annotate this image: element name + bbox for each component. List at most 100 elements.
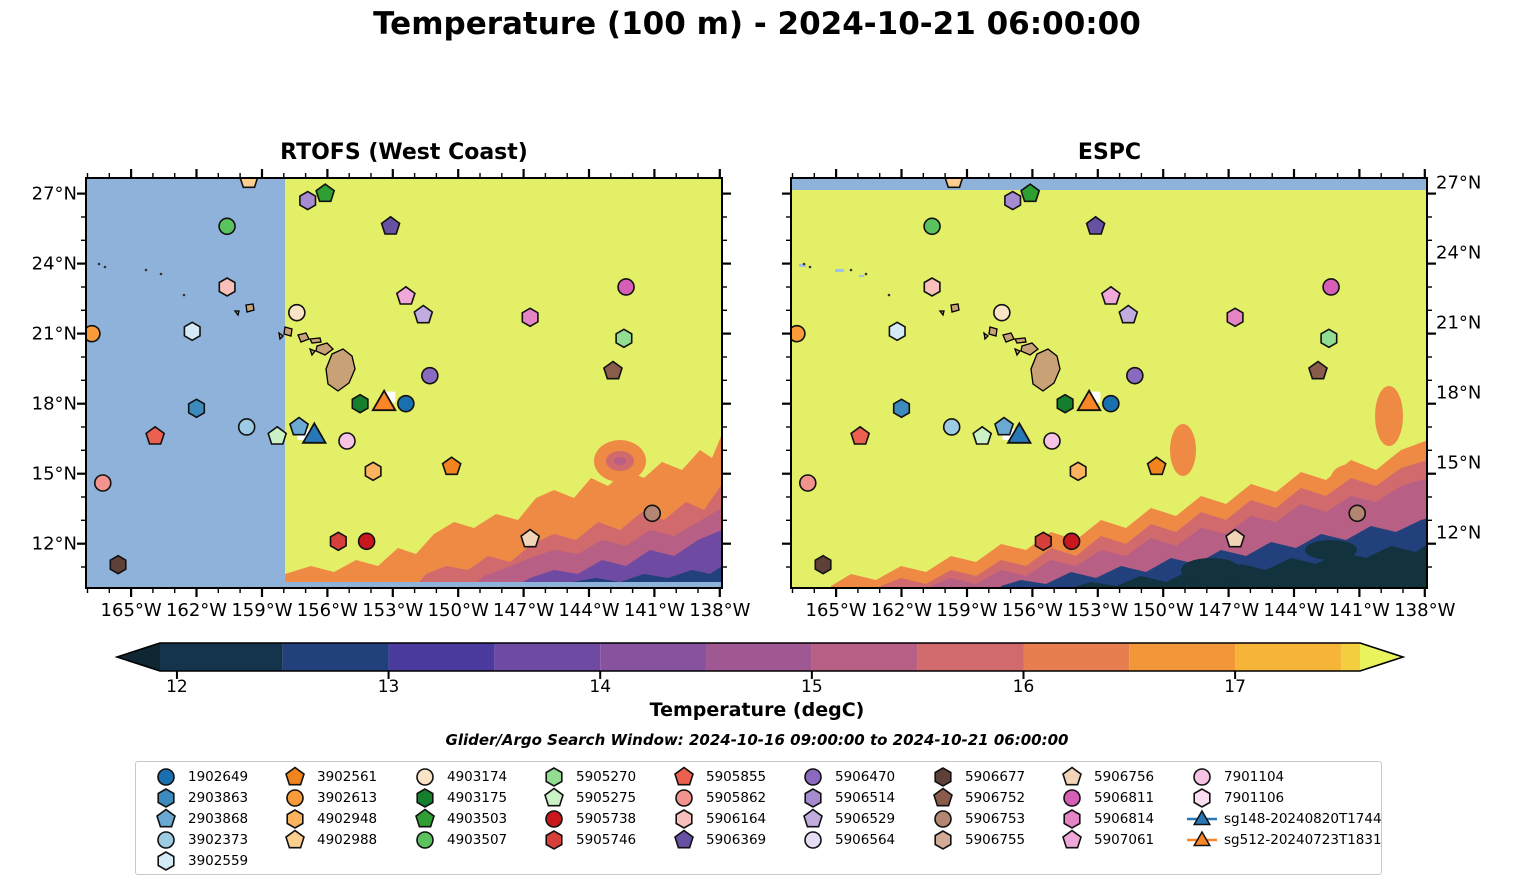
lat-tick-right-18: 18°N <box>1436 382 1482 404</box>
colorbar-segment <box>494 643 601 671</box>
colorbar-tick-15: 15 <box>801 677 823 697</box>
legend-entry-label: 5905862 <box>706 790 767 806</box>
float-marker-3902559 <box>888 321 906 342</box>
legend-entry-sg512-20240723T1831: sg512-20240723T1831 <box>1186 830 1382 850</box>
lon-tick-espc-141: 141°W <box>1328 600 1390 621</box>
float-marker-5906677 <box>814 554 832 575</box>
lon-tick-rtofs-159: 159°W <box>231 600 293 621</box>
hexagon-marker-icon <box>157 788 175 808</box>
lat-tick-right-15: 15°N <box>1436 452 1482 474</box>
colorbar-segment <box>1340 643 1360 671</box>
float-marker-5905270 <box>615 328 633 349</box>
legend-entry-5906369: 5906369 <box>668 829 766 850</box>
lon-tick-espc-156: 156°W <box>1001 600 1063 621</box>
float-markers-espc <box>791 178 1367 575</box>
float-marker-sg512-20240723T1831 <box>371 388 397 412</box>
float-marker-5907061 <box>1100 285 1121 305</box>
colorbar-segment <box>282 643 389 671</box>
float-marker-sg148-20240820T1744 <box>1006 421 1033 444</box>
map-field-espc <box>791 178 1427 588</box>
map-panel-rtofs <box>77 169 731 597</box>
float-marker-5905746 <box>1034 531 1052 552</box>
lon-tick-espc-153: 153°W <box>1067 600 1129 621</box>
float-marker-5906756 <box>1225 528 1246 548</box>
legend-entry-5905855: 5905855 <box>668 766 766 787</box>
rtofs-south-nodata-strip <box>86 582 722 588</box>
legend-entry-5905275: 5905275 <box>538 787 637 808</box>
lon-tick-rtofs-162: 162°W <box>165 600 228 621</box>
colorbar <box>114 642 1406 679</box>
float-marker-3902561 <box>441 456 462 476</box>
float-marker-4903174 <box>993 303 1011 322</box>
circle-marker-icon <box>1063 789 1081 807</box>
hexagon-marker-icon <box>1193 788 1211 808</box>
lat-tick-left-24: 24°N <box>31 253 77 275</box>
legend-entry-label: 5906755 <box>965 832 1026 848</box>
legend-entry-4903174: 4903174 <box>409 767 507 787</box>
float-marker-5906753 <box>643 504 662 523</box>
float-marker-5905275 <box>267 425 288 445</box>
pentagon-marker-icon <box>803 808 823 828</box>
legend-entry-label: 3902561 <box>317 769 378 785</box>
float-marker-5906756 <box>520 528 541 548</box>
circle-marker-icon <box>804 768 822 786</box>
espc-north-nodata-strip <box>791 178 1427 190</box>
colorbar-segment <box>1235 643 1341 671</box>
colorbar-segment <box>388 643 495 671</box>
legend-entry-label: 5905275 <box>576 790 637 806</box>
float-marker-5906811 <box>1322 278 1340 296</box>
pentagon-marker-icon <box>285 766 305 786</box>
hexagon-marker-icon <box>1063 809 1081 829</box>
pentagon-marker-icon <box>1062 829 1082 849</box>
colorbar-tick-12: 12 <box>166 677 188 697</box>
colorbar-arrow-right <box>1360 643 1403 671</box>
legend-entry-label: 5906753 <box>965 811 1026 827</box>
legend-entry-5906755: 5906755 <box>927 830 1025 850</box>
hexagon-marker-icon <box>804 788 822 808</box>
legend-entry-5906814: 5906814 <box>1056 809 1154 829</box>
float-marker-5906752 <box>1307 360 1328 380</box>
float-marker-5906529 <box>1118 304 1139 324</box>
circle-marker-icon <box>545 810 563 828</box>
float-marker-5905855 <box>850 425 871 445</box>
float-marker-5906752 <box>602 360 623 380</box>
colorbar-tick-16: 16 <box>1012 677 1035 697</box>
hexagon-marker-icon <box>545 767 563 787</box>
float-marker-sg512-20240723T1831 <box>1076 388 1102 412</box>
circle-marker-icon <box>804 831 822 849</box>
legend-entry-label: 4902988 <box>317 832 378 848</box>
float-marker-sg148-20240820T1744 <box>301 421 328 444</box>
axis-ticks <box>782 169 1436 597</box>
float-marker-5905738 <box>357 532 376 551</box>
float-marker-1902649 <box>1102 394 1120 413</box>
float-marker-3902561 <box>1146 456 1167 476</box>
lon-tick-rtofs-156: 156°W <box>296 600 358 621</box>
float-marker-5906753 <box>1348 504 1367 523</box>
lat-tick-right-24: 24°N <box>1436 242 1482 264</box>
lon-tick-rtofs-147: 147°W <box>493 600 555 621</box>
legend-entry-5906752: 5906752 <box>927 787 1025 808</box>
hexagon-marker-icon <box>157 851 175 871</box>
lat-tick-left-12: 12°N <box>31 533 77 555</box>
legend-entry-label: 3902613 <box>317 790 378 806</box>
legend-entry-3902613: 3902613 <box>279 788 377 808</box>
figure-title: Temperature (100 m) - 2024-10-21 06:00:0… <box>373 6 1141 42</box>
hexagon-marker-icon <box>934 767 952 787</box>
colorbar-segment <box>1023 643 1130 671</box>
legend-entry-7901106: 7901106 <box>1186 788 1284 808</box>
map-field-rtofs <box>86 178 722 588</box>
legend-entry-3902373: 3902373 <box>150 830 248 850</box>
glider-track-icon <box>1187 809 1217 826</box>
search-window-caption: Glider/Argo Search Window: 2024-10-16 09… <box>445 731 1069 749</box>
float-marker-4902948 <box>364 461 382 482</box>
float-marker-5906529 <box>413 304 434 324</box>
legend-entry-5905746: 5905746 <box>538 830 636 850</box>
panel-spine <box>85 177 723 589</box>
float-marker-2903863 <box>187 398 206 419</box>
colorbar-tick-14: 14 <box>589 677 612 697</box>
lon-tick-espc-150: 150°W <box>1132 600 1194 621</box>
legend-entry-5905270: 5905270 <box>538 767 636 787</box>
lon-tick-rtofs-138: 138°W <box>689 600 751 621</box>
legend-entry-label: 5906529 <box>835 811 896 827</box>
